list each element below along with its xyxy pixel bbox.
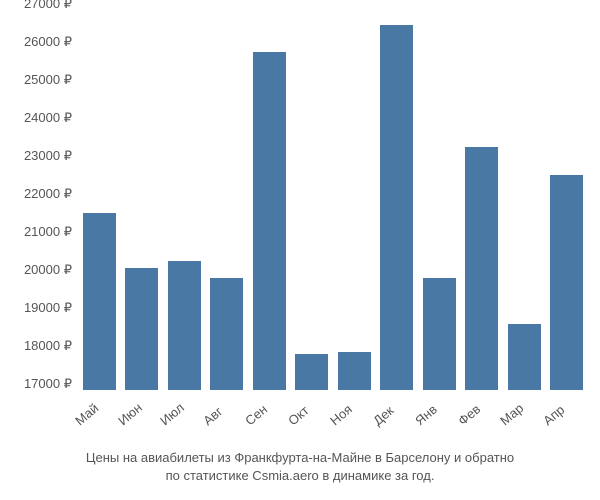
bar: [550, 175, 583, 390]
x-tick-label: Ноя: [327, 402, 355, 429]
y-tick-label: 18000 ₽: [0, 338, 72, 354]
bar: [423, 278, 456, 390]
y-axis: 17000 ₽18000 ₽19000 ₽20000 ₽21000 ₽22000…: [0, 4, 78, 384]
x-tick-label: Янв: [412, 402, 440, 429]
y-tick-label: 23000 ₽: [0, 148, 72, 164]
x-tick-label: Дек: [370, 403, 396, 428]
bar: [168, 261, 201, 390]
y-tick-label: 20000 ₽: [0, 262, 72, 278]
bar: [253, 52, 286, 390]
bar: [338, 352, 371, 390]
y-tick-label: 21000 ₽: [0, 224, 72, 240]
y-tick-label: 19000 ₽: [0, 300, 72, 316]
bar: [83, 213, 116, 390]
x-tick-label: Фев: [455, 401, 483, 428]
x-tick-label: Май: [72, 400, 101, 428]
y-tick-label: 24000 ₽: [0, 110, 72, 126]
y-tick-label: 25000 ₽: [0, 72, 72, 88]
x-tick-label: Апр: [540, 402, 567, 428]
bar: [210, 278, 243, 390]
bar: [465, 147, 498, 390]
bar: [380, 25, 413, 390]
x-tick-label: Июн: [115, 400, 145, 428]
y-tick-label: 26000 ₽: [0, 34, 72, 50]
bar: [508, 324, 541, 391]
x-tick-label: Авг: [200, 404, 225, 429]
y-tick-label: 22000 ₽: [0, 186, 72, 202]
bar: [295, 354, 328, 390]
x-tick-label: Сен: [242, 401, 270, 428]
x-axis: МайИюнИюлАвгСенОктНояДекЯнвФевМарАпр: [78, 395, 588, 445]
caption-line-1: Цены на авиабилеты из Франкфурта-на-Майн…: [0, 450, 600, 465]
bar: [125, 268, 158, 390]
x-tick-label: Мар: [497, 400, 526, 428]
x-tick-label: Июл: [157, 400, 187, 428]
y-tick-label: 27000 ₽: [0, 0, 72, 12]
y-tick-label: 17000 ₽: [0, 376, 72, 392]
plot-area: [78, 10, 588, 390]
x-tick-label: Окт: [285, 403, 311, 429]
caption-line-2: по статистике Csmia.aero в динамике за г…: [0, 468, 600, 483]
